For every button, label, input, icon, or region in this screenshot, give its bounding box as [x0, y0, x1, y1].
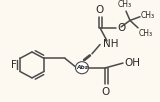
Text: F: F [11, 60, 17, 70]
Text: Abs: Abs [76, 65, 88, 70]
Text: CH₃: CH₃ [118, 0, 132, 9]
Text: NH: NH [103, 39, 119, 49]
Circle shape [76, 62, 88, 74]
Text: CH₃: CH₃ [139, 29, 153, 38]
Text: CH₃: CH₃ [141, 11, 155, 20]
Text: O: O [117, 23, 125, 33]
Text: OH: OH [124, 58, 140, 68]
Text: O: O [96, 5, 104, 15]
Text: O: O [102, 87, 110, 97]
